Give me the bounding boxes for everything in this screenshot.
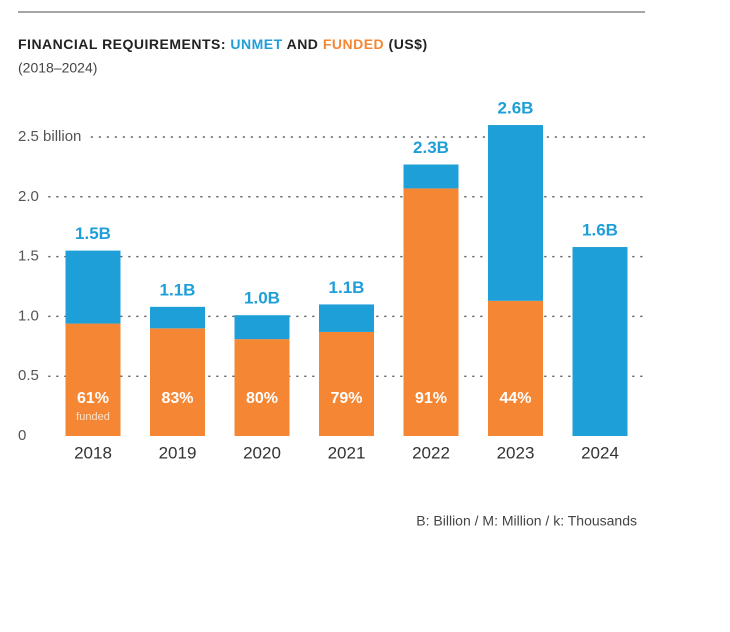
bar-segment — [150, 328, 205, 436]
percent-label: 80% — [246, 390, 278, 407]
percent-label: 61% — [77, 390, 109, 407]
y-tick-label: 2.5 billion — [18, 128, 81, 145]
x-tick-label: 2019 — [159, 443, 197, 462]
total-label: 1.1B — [329, 278, 365, 297]
y-tick-label: 1.5 — [18, 248, 39, 265]
title-prefix: FINANCIAL REQUIREMENTS: — [18, 36, 226, 52]
percent-note: funded — [76, 411, 110, 423]
title-funded: FUNDED — [323, 36, 384, 52]
title-unmet: UNMET — [230, 36, 282, 52]
x-tick-label: 2022 — [412, 443, 450, 462]
x-tick-label: 2023 — [497, 443, 535, 462]
y-tick-label: 1.0 — [18, 307, 39, 324]
bar-segment — [234, 315, 290, 340]
bar-segment — [403, 188, 459, 436]
x-tick-label: 2018 — [74, 443, 112, 462]
percent-label: 91% — [415, 390, 447, 407]
bar-segment — [572, 247, 628, 436]
bar-segment — [488, 125, 543, 301]
chart-title: FINANCIAL REQUIREMENTS: UNMET AND FUNDED… — [18, 36, 428, 52]
total-label: 1.6B — [582, 221, 618, 240]
total-label: 2.6B — [498, 99, 534, 118]
total-label: 1.1B — [160, 280, 196, 299]
y-tick-label: 0.5 — [18, 367, 39, 384]
bar-segment — [403, 164, 459, 189]
x-tick-label: 2021 — [328, 443, 366, 462]
bar-segment — [234, 339, 290, 436]
bar-segment — [65, 323, 121, 436]
bar-segment — [319, 331, 374, 436]
x-tick-label: 2020 — [243, 443, 281, 462]
title-joiner: AND — [287, 36, 319, 52]
title-suffix: (US$) — [389, 36, 428, 52]
total-label: 1.5B — [75, 224, 111, 243]
bar-segment — [319, 304, 374, 332]
percent-label: 79% — [330, 390, 362, 407]
bar-segment — [65, 250, 121, 324]
total-label: 2.3B — [413, 138, 449, 157]
x-tick-label: 2024 — [581, 443, 619, 462]
y-tick-label: 0 — [18, 427, 26, 444]
subtitle: (2018–2024) — [18, 60, 97, 76]
percent-label: 83% — [161, 390, 193, 407]
bar-segment — [488, 300, 543, 436]
bar-segment — [150, 306, 205, 329]
percent-label: 44% — [499, 390, 531, 407]
total-label: 1.0B — [244, 289, 280, 308]
y-tick-label: 2.0 — [18, 188, 39, 205]
footnote: B: Billion / M: Million / k: Thousands — [416, 513, 637, 529]
